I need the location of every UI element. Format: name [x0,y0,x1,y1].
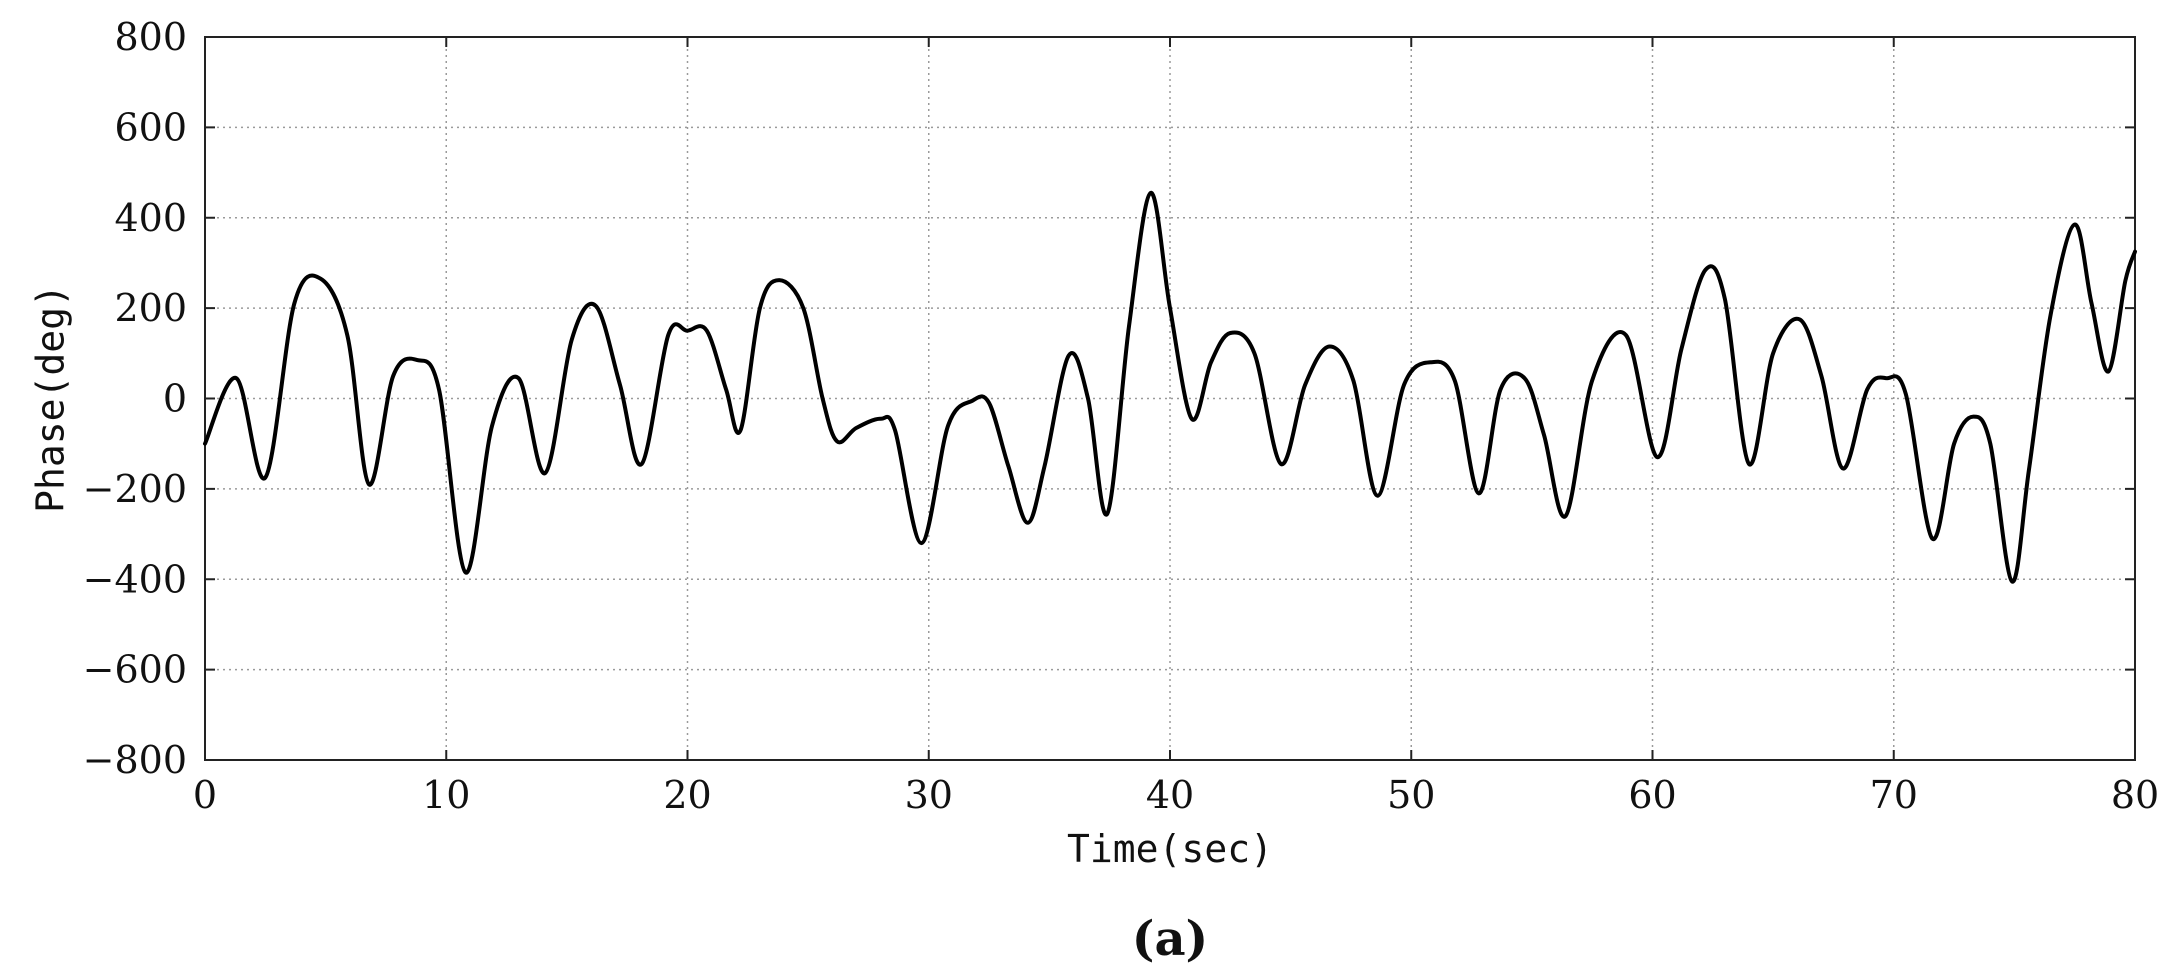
x-tick-label: 70 [1870,773,1918,817]
x-tick-label: 0 [193,773,217,817]
grid-lines [205,37,2135,760]
y-tick-label: −800 [83,738,187,782]
y-tick-labels: −800 −600 −400 −200 0 200 400 600 800 [83,15,187,782]
series-line-phase [203,190,2137,584]
tick-marks [204,36,2136,761]
y-tick-label: 600 [114,105,187,149]
y-tick-label: 0 [163,377,187,421]
x-tick-label: 80 [2111,773,2159,817]
x-tick-label: 60 [1628,773,1676,817]
x-tick-labels: 0 10 20 30 40 50 60 70 80 [193,773,2159,817]
y-tick-label: 400 [114,196,187,240]
x-axis-label: Time(sec) [1067,827,1273,871]
x-tick-label: 50 [1387,773,1435,817]
y-tick-label: 800 [114,15,187,59]
panel-label: (a) [1132,911,1209,967]
x-tick-label: 20 [663,773,711,817]
x-tick-label: 40 [1146,773,1194,817]
y-tick-label: 200 [114,286,187,330]
y-tick-label: −600 [83,648,187,692]
y-tick-label: −200 [83,467,187,511]
x-tick-label: 30 [905,773,953,817]
x-tick-label: 10 [422,773,470,817]
y-axis-label: Phase(deg) [28,284,72,513]
y-tick-label: −400 [83,557,187,601]
